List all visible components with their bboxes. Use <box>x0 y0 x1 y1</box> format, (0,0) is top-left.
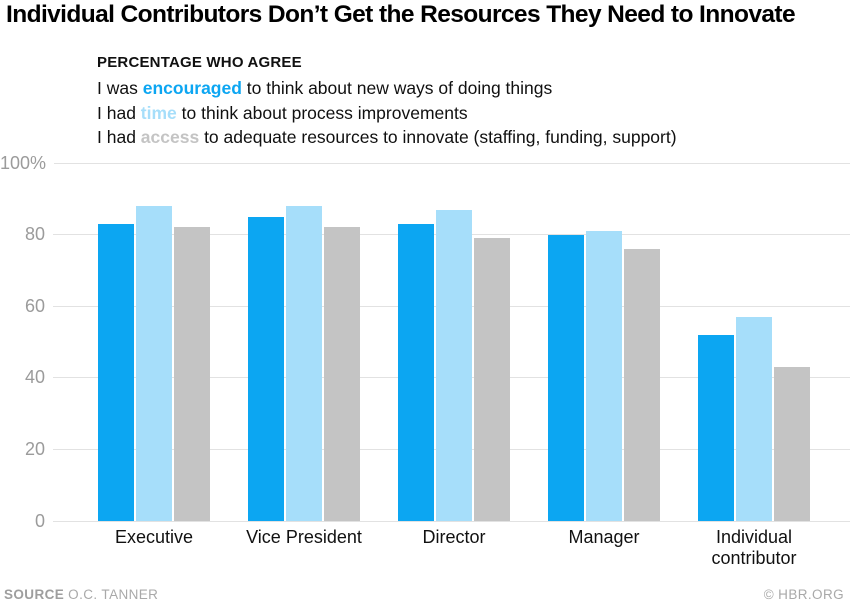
bar-group-individual-contributor <box>698 316 810 521</box>
x-axis-labels: Executive Vice President Director Manager In… <box>79 527 829 569</box>
gridline <box>54 162 850 164</box>
plot-area: 0 20 40 60 80 100% <box>0 153 850 531</box>
bar-group-slot <box>529 163 679 521</box>
bar-access <box>474 238 510 521</box>
x-axis-label: Vice President <box>246 527 362 547</box>
x-axis-label: Director <box>422 527 486 547</box>
bar-group-director <box>398 209 510 521</box>
legend-item-encouraged: I was encouraged to think about new ways… <box>97 76 677 101</box>
legend-text: I had <box>97 127 141 147</box>
bar-encouraged <box>398 223 434 521</box>
bar-time <box>436 209 472 521</box>
y-tick-label: 60 <box>24 295 45 316</box>
x-axis-label: Executive <box>114 527 194 547</box>
bar-group-slot <box>79 163 229 521</box>
bar-encouraged <box>248 216 284 521</box>
legend-text: I was <box>97 78 143 98</box>
bar-time <box>736 316 772 521</box>
bar-encouraged <box>698 334 734 521</box>
chart-title: Individual Contributors Don’t Get the Re… <box>6 1 796 28</box>
y-tick-label: 0 <box>34 510 45 531</box>
bar-group-manager <box>548 231 660 521</box>
y-tick-label: 20 <box>24 438 45 459</box>
source-label: SOURCE <box>4 587 65 602</box>
legend-text: I had <box>97 102 141 123</box>
bar-group-executive <box>98 205 210 521</box>
legend-keyword-access: access <box>140 127 200 147</box>
legend-text: to think about process improvements <box>176 102 468 123</box>
bar-group-slot <box>229 163 379 521</box>
gridline <box>53 520 850 522</box>
legend-heading: PERCENTAGE WHO AGREE <box>97 54 302 71</box>
source-value: O.C. TANNER <box>68 587 159 602</box>
y-tick-label: 80 <box>24 224 45 245</box>
legend-text: to think about new ways of doing things <box>241 78 553 98</box>
bar-group-slot <box>679 163 829 521</box>
hbr-credit: © HBR.ORG <box>763 587 844 602</box>
gridline-row: 100% <box>0 152 850 173</box>
legend-keyword-time: time <box>140 102 177 123</box>
bar-access <box>774 367 810 521</box>
bar-access <box>174 227 210 521</box>
legend-keyword-encouraged: encouraged <box>142 78 242 98</box>
legend-text: to adequate resources to innovate (staff… <box>199 127 677 147</box>
bars-layer <box>79 163 829 521</box>
bar-group-vice-president <box>248 205 360 521</box>
x-axis-label: Manager <box>568 527 640 547</box>
bar-access <box>624 248 660 521</box>
y-tick-label: 100% <box>0 152 47 173</box>
bar-encouraged <box>548 234 584 521</box>
source-credit: SOURCE O.C. TANNER <box>4 587 158 602</box>
bar-encouraged <box>98 223 134 521</box>
chart-legend: PERCENTAGE WHO AGREE I was encouraged to… <box>97 54 677 150</box>
bar-group-slot <box>379 163 529 521</box>
bar-access <box>324 227 360 521</box>
bar-time <box>286 205 322 521</box>
y-tick-label: 40 <box>24 367 45 388</box>
legend-item-time: I had time to think about process improv… <box>97 101 677 126</box>
x-axis-label: Individual contributor <box>711 527 797 568</box>
legend-item-access: I had access to adequate resources to in… <box>97 125 677 150</box>
gridline-row: 0 <box>0 510 850 531</box>
bar-time <box>136 205 172 521</box>
bar-time <box>586 231 622 521</box>
